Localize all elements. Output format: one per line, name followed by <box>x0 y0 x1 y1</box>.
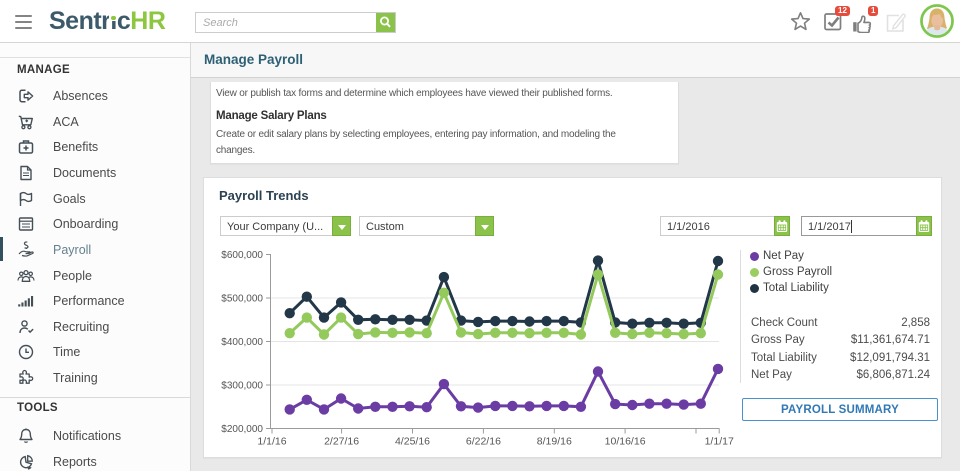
svg-text:1/1/16: 1/1/16 <box>257 436 286 448</box>
svg-text:8/19/16: 8/19/16 <box>537 436 572 448</box>
svg-text:6/22/16: 6/22/16 <box>466 436 501 448</box>
svg-text:$200,000: $200,000 <box>221 424 263 435</box>
svg-text:1/1/17: 1/1/17 <box>705 436 734 448</box>
svg-text:4/25/16: 4/25/16 <box>395 436 430 448</box>
svg-text:10/16/16: 10/16/16 <box>605 436 646 448</box>
svg-text:$400,000: $400,000 <box>221 337 263 348</box>
svg-text:$300,000: $300,000 <box>221 381 263 392</box>
svg-text:$600,000: $600,000 <box>221 250 263 261</box>
svg-text:2/27/16: 2/27/16 <box>324 436 359 448</box>
svg-text:$500,000: $500,000 <box>221 294 263 305</box>
